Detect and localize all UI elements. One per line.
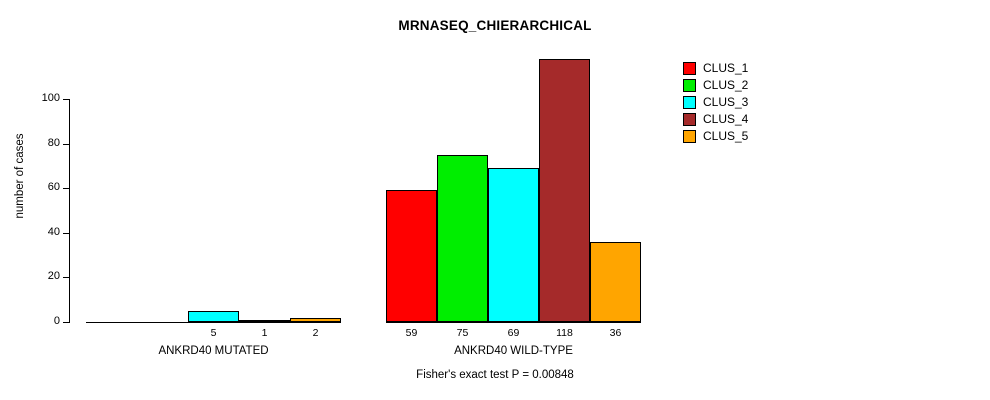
legend-item: CLUS_1 bbox=[683, 60, 863, 76]
bar-value-label: 1 bbox=[261, 327, 268, 339]
group-axis-label: ANKRD40 MUTATED bbox=[158, 345, 269, 357]
y-axis-tick-label: 60 bbox=[22, 182, 60, 194]
legend-item-label: CLUS_4 bbox=[703, 111, 749, 126]
legend-item-label: CLUS_5 bbox=[703, 128, 749, 143]
legend-swatch-icon bbox=[683, 129, 696, 143]
bar-value-label: 5 bbox=[210, 327, 217, 339]
bar bbox=[188, 310, 239, 322]
legend-item-label: CLUS_3 bbox=[703, 94, 749, 109]
legend-swatch-icon bbox=[683, 112, 696, 126]
y-axis-tick bbox=[63, 143, 69, 145]
bar-value-label: 75 bbox=[456, 327, 469, 339]
y-axis-title: number of cases bbox=[14, 133, 26, 219]
bar bbox=[386, 190, 437, 322]
y-axis-tick-label: 80 bbox=[22, 136, 60, 150]
bar bbox=[437, 154, 488, 322]
legend-item: CLUS_3 bbox=[683, 94, 863, 110]
y-axis-tick-label-text: 80 bbox=[47, 136, 60, 149]
y-axis-tick bbox=[63, 232, 69, 234]
plot-panel: number of cases 0 20 40 60 80 100 5 1 2 ANKRD40 … bbox=[14, 58, 641, 357]
y-axis-tick-label-text: 40 bbox=[47, 225, 60, 238]
y-axis-tick-label: 100 bbox=[22, 93, 60, 105]
bar bbox=[539, 58, 590, 322]
y-axis-line bbox=[69, 99, 70, 323]
bar-value-label: 59 bbox=[405, 327, 418, 339]
bar bbox=[86, 322, 137, 323]
chart-caption: Fisher's exact test P = 0.00848 bbox=[416, 369, 574, 381]
legend-item-label: CLUS_2 bbox=[703, 77, 749, 92]
y-axis-tick-label-text: 100 bbox=[41, 92, 60, 104]
legend: CLUS_1 CLUS_2 CLUS_3 CLUS_4 CLUS_5 bbox=[683, 60, 863, 145]
y-axis-tick-label: 0 bbox=[22, 316, 60, 328]
legend-swatch-icon bbox=[683, 78, 696, 92]
y-axis-tick-label: 20 bbox=[22, 271, 60, 283]
y-axis-tick-label: 40 bbox=[22, 225, 60, 239]
y-axis-tick bbox=[63, 188, 69, 190]
bar bbox=[488, 168, 539, 322]
legend-item-label: CLUS_1 bbox=[703, 60, 749, 75]
legend-item: CLUS_2 bbox=[683, 77, 863, 93]
legend-swatch-icon bbox=[683, 95, 696, 109]
y-axis-tick bbox=[63, 99, 69, 100]
legend-item: CLUS_5 bbox=[683, 128, 863, 144]
bar bbox=[239, 319, 290, 322]
y-axis-tick-label-text: 60 bbox=[47, 181, 60, 194]
bar-value-label: 69 bbox=[507, 327, 520, 339]
bar-value-label: 118 bbox=[556, 327, 573, 339]
legend-swatch-icon bbox=[683, 61, 696, 75]
chart-title: MRNASEQ_CHIERARCHICAL bbox=[398, 18, 592, 33]
bar bbox=[137, 322, 188, 323]
y-axis-tick bbox=[63, 322, 69, 323]
bar-value-label: 2 bbox=[312, 327, 319, 339]
group-baseline bbox=[386, 322, 641, 323]
y-axis-tick-label-text: 0 bbox=[53, 315, 60, 327]
group-baseline bbox=[86, 322, 341, 323]
bar-value-label: 36 bbox=[609, 327, 622, 339]
bar bbox=[290, 317, 341, 322]
y-axis-tick bbox=[63, 277, 69, 279]
legend-item: CLUS_4 bbox=[683, 111, 863, 127]
group-axis-label: ANKRD40 WILD-TYPE bbox=[454, 345, 573, 357]
y-axis-tick-label-text: 20 bbox=[47, 270, 60, 283]
bar bbox=[590, 241, 641, 322]
